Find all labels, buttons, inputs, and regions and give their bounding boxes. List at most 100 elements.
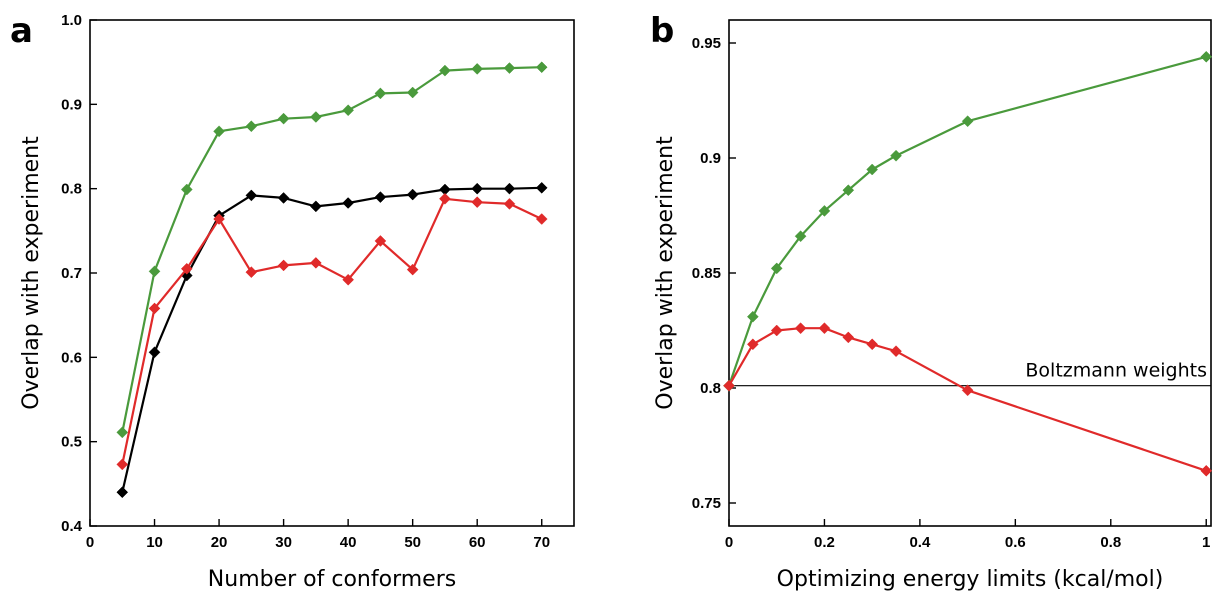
panel-a-series-1-point [277,112,290,125]
panel-a-y-tick-label: 0.8 [61,181,82,198]
panel-a-series-2-point [148,346,161,359]
panel-a-series-2-point [277,192,290,204]
panel-b-series-2-point [818,322,831,335]
panel-b-series-2-point [747,338,759,351]
panel-b-series-1-point [842,184,855,197]
panel-a-x-axis-title: Number of conformers [208,567,456,592]
panel-b-y-axis-title: Overlap with experiment [653,136,678,410]
panel-b-series-2-point [961,384,974,397]
panel-a-x-tick-label: 0 [86,534,94,551]
panel-a-series-2-point [245,189,258,202]
panel-b-x-axis-title: Optimizing energy limits (kcal/mol) [777,567,1164,592]
panel-b-plot-frame [728,19,1212,527]
panel-b-series [723,50,1213,477]
panel-a-x-tick-label: 50 [404,534,421,551]
panel-b-ticks: 0 0.2 0.4 0.6 0.8 1 0.75 0.8 0.85 0.9 0.95 [692,35,1211,551]
panel-a-series-3-point [406,263,419,276]
panel-a-series [116,61,548,499]
panel-b-reference: Boltzmann weights [729,360,1211,387]
panel-b-series-2-point [1200,464,1213,477]
panel-b-series-2-point [723,379,735,392]
panel-b-x-tick-label: 0.4 [909,534,931,551]
panel-a-series-3-point [277,259,290,272]
panel-a-x-tick-label: 10 [146,534,163,551]
panel-a-series-3-point [245,266,258,279]
panel-a-y-tick-label: 0.6 [61,349,82,366]
panel-b-series-1-point [866,163,879,176]
panel-b-y-tick-label: 0.8 [700,380,721,397]
panel-a-series-1-point [245,120,258,133]
panel-a-series-3-point [342,273,354,286]
panel-a-series-1-point [503,62,516,74]
panel-a-series-1-point [471,63,484,75]
panel-a-series-3-point [180,262,193,275]
panel-b-series-1-point [818,205,831,217]
panel-b-series-1-line [727,55,1207,387]
panel-b-y-tick-label: 0.95 [692,35,721,52]
panel-a-x-tick-label: 30 [275,534,292,551]
panel-a-series-3-point [471,196,484,209]
panel-a-series-1-point [148,265,161,278]
panel-b-series-1-point [1200,50,1213,63]
panel-b: b Boltzmann weights 0 0.2 0.4 0.6 0.8 1 0.75 0.… [650,11,1213,592]
panel-a-series-2-point [116,486,129,499]
panel-b-series-1-point [794,230,807,243]
panel-a-x-tick-label: 20 [211,534,228,551]
panel-a-letter: a [10,11,33,51]
panel-a-ticks: 0 10 20 30 40 50 60 70 0.4 0.5 0.6 0.7 0.8 0.9 1.0 [61,12,550,551]
panel-a-series-1-line [121,66,542,433]
panel-a-series-1-point [439,64,451,77]
panel-b-series-1-point [890,149,902,162]
panel-b-x-tick-label: 0 [725,534,733,551]
panel-b-x-tick-label: 0.6 [1005,534,1026,551]
panel-a-y-tick-label: 0.9 [61,96,82,113]
panel-b-series-2-point [842,331,855,344]
panel-b-x-tick-label: 0.2 [814,534,835,551]
panel-a-series-2-point [535,181,548,194]
panel-b-series-1-point [770,262,783,275]
panel-a-y-tick-label: 1.0 [61,12,82,29]
panel-a-series-2-point [503,182,516,195]
panel-a-series-3-point [148,302,161,315]
panel-a-series-3-point [439,192,451,205]
panel-a-x-tick-label: 60 [469,534,486,551]
panel-b-series-2-line [728,327,1207,472]
panel-a-series-2-point [471,182,484,195]
panel-a-series-3-point [310,257,322,269]
panel-b-x-tick-label: 0.8 [1100,534,1121,551]
panel-a-series-1-point [535,61,548,74]
panel-b-series-2-point [770,324,783,337]
panel-a-x-tick-label: 40 [340,534,357,551]
panel-a-y-tick-label: 0.5 [61,434,82,451]
panel-a-series-2-point [310,200,322,213]
panel-a-x-tick-label: 70 [533,534,550,551]
panel-a-series-1-point [180,183,193,196]
panel-a-y-axis-title: Overlap with experiment [19,136,44,410]
panel-b-series-2-point [866,338,879,351]
panel-a-series-1-point [116,426,129,439]
panel-b-y-tick-label: 0.9 [700,150,721,167]
panel-b-y-tick-label: 0.85 [692,265,721,282]
panel-a-series-3-point [213,213,225,225]
panel-b-x-tick-label: 1 [1202,534,1210,551]
panel-b-series-1-point [961,115,974,128]
panel-a-series-3-point [116,458,129,471]
panel-a-series-1-point [406,86,419,99]
panel-a-series-3-line [121,197,543,465]
panel-a-y-tick-label: 0.7 [61,265,82,282]
panel-a-series-2-point [342,197,354,209]
panel-a-series-3-point [374,235,387,247]
panel-a-series-1-point [310,111,322,123]
panel-b-series-2-point [890,345,902,358]
panel-a-series-1-point [213,125,225,138]
panel-a-series-2-line [121,186,542,493]
panel-b-reference-label: Boltzmann weights [1025,360,1207,382]
panel-a-series-2-point [374,191,387,203]
panel-a-series-3-point [535,213,548,225]
panel-b-y-tick-label: 0.75 [692,495,721,512]
panel-b-series-2-point [794,322,807,335]
panel-a-y-tick-label: 0.4 [61,518,83,535]
panel-a-series-1-point [342,104,354,117]
panel-a-series-2-point [406,188,419,201]
